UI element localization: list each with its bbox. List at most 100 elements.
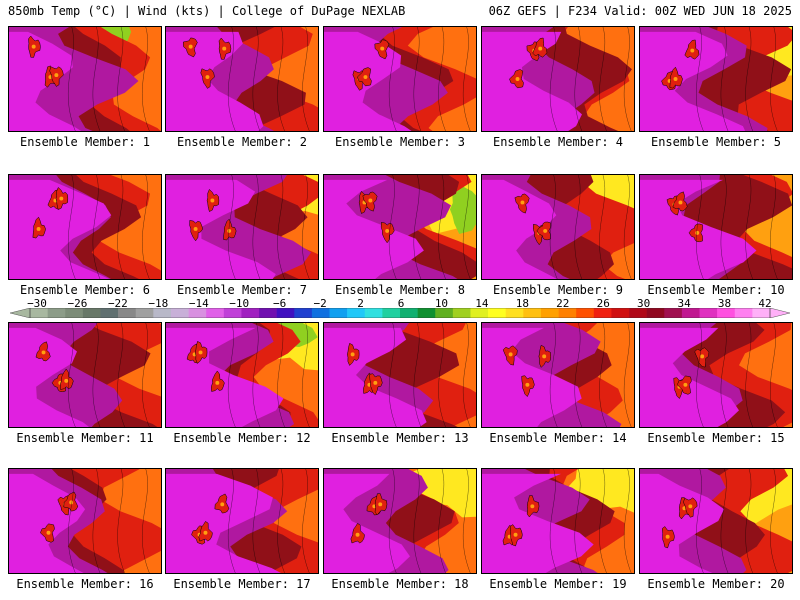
colorbar-tick-label: 30 <box>637 297 651 310</box>
ensemble-member-16-map <box>8 468 162 574</box>
ensemble-member-caption: Ensemble Member: 14 <box>489 431 627 445</box>
colorbar-tick-label: 10 <box>434 297 449 310</box>
header-title: 850mb Temp (°C) | Wind (kts) | College o… <box>8 4 406 18</box>
ensemble-member-15-map <box>639 322 793 428</box>
colorbar-swatch <box>540 308 559 318</box>
colorbar-tick-label: −26 <box>67 297 88 310</box>
ensemble-member-13-map <box>323 322 477 428</box>
ensemble-member-14-map <box>481 322 635 428</box>
colorbar-swatch <box>135 308 154 318</box>
ensemble-member-7-map <box>165 174 319 280</box>
colorbar-swatch <box>65 308 84 318</box>
colorbar-tick-label: 6 <box>397 297 405 310</box>
colorbar-swatch <box>523 308 542 318</box>
ensemble-member-caption: Ensemble Member: 20 <box>647 577 785 591</box>
colorbar-tick-label: −14 <box>188 297 209 310</box>
colorbar-tick-label: 14 <box>475 297 489 310</box>
colorbar-swatch <box>681 308 700 318</box>
colorbar-tick-label: 38 <box>717 297 732 310</box>
ensemble-member-caption: Ensemble Member: 5 <box>650 135 782 149</box>
colorbar-tick-label: 34 <box>677 297 691 310</box>
ensemble-member-6-map <box>8 174 162 280</box>
colorbar-swatch <box>646 308 665 318</box>
ensemble-member-caption: Ensemble Member: 3 <box>334 135 466 149</box>
ensemble-member-caption: Ensemble Member: 7 <box>176 283 308 297</box>
colorbar-swatch <box>118 308 137 318</box>
colorbar-swatch <box>400 308 418 318</box>
ensemble-member-8-map <box>323 174 477 280</box>
colorbar-swatch <box>206 308 225 318</box>
colorbar-swatch <box>452 308 471 318</box>
colorbar-swatch <box>223 308 242 318</box>
colorbar-swatch <box>82 308 101 318</box>
ensemble-member-11-map <box>8 322 162 428</box>
colorbar-swatch <box>153 308 172 318</box>
colorbar-swatch <box>752 308 771 318</box>
ensemble-member-caption: Ensemble Member: 15 <box>647 431 785 445</box>
colorbar-tick-label: 18 <box>515 297 529 310</box>
ensemble-member-10-map <box>639 174 793 280</box>
colorbar-swatch <box>558 308 577 318</box>
ensemble-member-caption: Ensemble Member: 8 <box>334 283 466 297</box>
colorbar-swatch <box>241 308 260 318</box>
colorbar-tick-label: 2 <box>357 297 364 310</box>
ensemble-member-caption: Ensemble Member: 9 <box>492 283 624 297</box>
colorbar-swatch <box>470 308 489 318</box>
colorbar-swatch <box>734 308 753 318</box>
colorbar-swatch <box>259 308 277 318</box>
colorbar-swatch <box>417 308 436 318</box>
ensemble-member-18-map <box>323 468 477 574</box>
ensemble-member-caption: Ensemble Member: 2 <box>176 135 308 149</box>
colorbar-swatch <box>276 308 295 318</box>
ensemble-member-caption: Ensemble Member: 11 <box>16 431 154 445</box>
ensemble-member-caption: Ensemble Member: 18 <box>331 577 469 591</box>
colorbar-tick-label: −10 <box>229 297 250 310</box>
colorbar-tick-label: −30 <box>27 297 47 310</box>
colorbar-swatch <box>488 308 507 318</box>
colorbar-left-arrow <box>9 308 31 318</box>
colorbar-labels: −30 −26 −22 −18 −14 −10 −6 −2 2 6 10 14 18 22 26 30 34 38… <box>0 297 800 310</box>
colorbar-swatch <box>435 308 454 318</box>
ensemble-member-17-map <box>165 468 319 574</box>
ensemble-member-19-map <box>481 468 635 574</box>
colorbar-swatch <box>30 308 48 318</box>
colorbar-tick-label: −6 <box>273 297 287 310</box>
colorbar-swatch <box>611 308 630 318</box>
ensemble-member-12-map <box>165 322 319 428</box>
ensemble-member-caption: Ensemble Member: 12 <box>173 431 311 445</box>
colorbar-swatch <box>593 308 612 318</box>
ensemble-member-3-map <box>323 26 477 132</box>
ensemble-member-5-map <box>639 26 793 132</box>
colorbar-swatch <box>47 308 66 318</box>
ensemble-member-caption: Ensemble Member: 1 <box>19 135 151 149</box>
ensemble-member-9-map <box>481 174 635 280</box>
colorbar-swatch <box>364 308 383 318</box>
colorbar-swatch <box>329 308 348 318</box>
ensemble-member-caption: Ensemble Member: 17 <box>173 577 311 591</box>
ensemble-member-4-map <box>481 26 635 132</box>
colorbar-swatch <box>100 308 119 318</box>
colorbar-swatch <box>294 308 313 318</box>
ensemble-member-1-map <box>8 26 162 132</box>
colorbar-tick-label: −22 <box>107 297 128 310</box>
colorbar-tick-label: −2 <box>313 297 327 310</box>
colorbar-tick-label: −18 <box>148 297 169 310</box>
colorbar-tick-label: 22 <box>556 297 570 310</box>
colorbar-swatch <box>664 308 683 318</box>
ensemble-member-caption: Ensemble Member: 4 <box>492 135 624 149</box>
colorbar-right-arrow <box>769 308 791 318</box>
ensemble-member-caption: Ensemble Member: 13 <box>331 431 469 445</box>
header-run-info: 06Z GEFS | F234 Valid: 00Z WED JUN 18 20… <box>488 4 792 18</box>
ensemble-member-caption: Ensemble Member: 19 <box>489 577 627 591</box>
colorbar-tick-label: 42 <box>758 297 772 310</box>
colorbar-swatch <box>699 308 718 318</box>
ensemble-member-2-map <box>165 26 319 132</box>
colorbar-swatch <box>347 308 366 318</box>
colorbar-swatch <box>717 308 736 318</box>
ensemble-member-caption: Ensemble Member: 16 <box>16 577 154 591</box>
colorbar-swatch <box>311 308 330 318</box>
temperature-colorbar <box>9 308 791 318</box>
colorbar-swatch <box>576 308 595 318</box>
colorbar-swatch <box>382 308 401 318</box>
ensemble-member-20-map <box>639 468 793 574</box>
